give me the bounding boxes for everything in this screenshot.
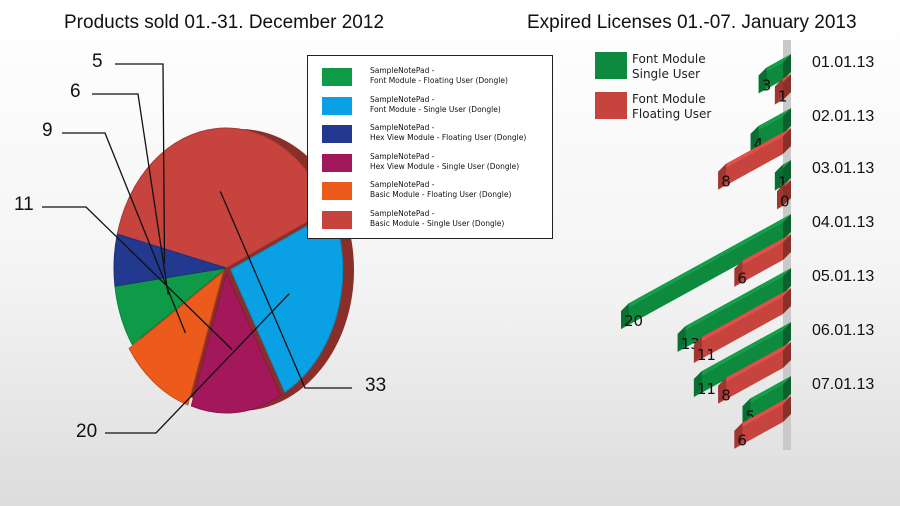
legend-swatch: [322, 96, 352, 115]
legend-item: SampleNotePad - Basic Module - Floating U…: [322, 179, 550, 205]
legend-label: SampleNotePad - Hex View Module - Floatin…: [370, 123, 527, 142]
legend-item: SampleNotePad - Basic Module - Single Use…: [322, 208, 550, 234]
bar-red-4: 11: [693, 288, 791, 364]
bar-value-label: 11: [697, 346, 716, 364]
legend-swatch: [322, 68, 352, 86]
bar-value-label: 3: [762, 76, 772, 94]
legend-label: SampleNotePad - Font Module - Floating Us…: [370, 66, 508, 85]
legend-item: SampleNotePad - Hex View Module - Floatin…: [322, 122, 550, 148]
bar-legend-item: Font Module Floating User: [595, 92, 735, 122]
pie-value-label: 6: [70, 81, 81, 102]
legend-item: SampleNotePad - Font Module - Single User…: [322, 94, 550, 120]
bar-green-1: 4: [750, 108, 791, 153]
bar-red-3: 6: [734, 234, 791, 288]
pie-leader-line-0: [92, 93, 169, 295]
bar-legend-label: Font Module Single User: [632, 52, 706, 81]
legend-swatch: [322, 182, 352, 200]
bar-value-label: 1: [778, 87, 788, 105]
pie-leader-line-5: [219, 191, 352, 389]
legend-item: SampleNotePad - Font Module - Floating Us…: [322, 65, 550, 91]
bar-green-0: 3: [758, 54, 791, 94]
bar-value-label: 0: [780, 192, 790, 210]
pie-leader-line-4: [62, 132, 186, 334]
bar-value-label: 8: [721, 387, 731, 405]
bar-category-label: 07.01.13: [812, 376, 875, 393]
pie-value-label: 11: [14, 194, 34, 215]
legend-label: SampleNotePad - Basic Module - Floating U…: [370, 180, 512, 199]
bar-red-1: 8: [718, 128, 791, 191]
pie-value-label: 33: [365, 375, 387, 396]
bar-green-5: 11: [693, 322, 791, 398]
legend-swatch: [322, 125, 352, 143]
bar-category-label: 01.01.13: [812, 54, 875, 71]
legend-label: SampleNotePad - Font Module - Single User…: [370, 94, 501, 114]
bar-value-label: 20: [624, 312, 643, 330]
legend-swatch: [322, 153, 352, 172]
bar-legend-item: Font Module Single User: [595, 52, 735, 82]
bar-category-label: 06.01.13: [812, 322, 875, 339]
legend-item: SampleNotePad - Hex View Module - Single …: [322, 151, 550, 177]
pie-slice-4: [128, 270, 224, 406]
bar-value-label: 11: [697, 380, 716, 398]
bar-value-label: 6: [737, 432, 747, 450]
bar-legend-label: Font Module Floating User: [632, 92, 712, 121]
legend-swatch: [322, 210, 352, 229]
bar-red-5: 8: [718, 342, 791, 405]
pie-value-label: 20: [76, 421, 98, 442]
bar-chart-title: Expired Licenses 01.-07. January 2013: [527, 12, 857, 33]
bar-green-4: 13: [677, 268, 791, 353]
pie-leader-line-3: [42, 206, 233, 351]
pie-chart-title: Products sold 01.-31. December 2012: [64, 12, 385, 33]
bar-green-6: 5: [742, 376, 791, 425]
bar-green-3: 20: [621, 214, 791, 330]
bar-legend-swatch: [595, 52, 627, 79]
bar-category-label: 02.01.13: [812, 108, 875, 125]
bar-green-2: 1: [774, 160, 791, 191]
bar-value-label: 5: [746, 407, 756, 425]
bar-value-label: 4: [754, 135, 764, 153]
bar-category-label: 03.01.13: [812, 160, 875, 177]
pie-legend: SampleNotePad - Font Module - Floating Us…: [307, 55, 553, 239]
bar-value-label: 8: [721, 173, 731, 191]
bar-value-label: 6: [737, 270, 747, 288]
bar-legend-swatch: [595, 92, 627, 119]
pie-leader-line-1: [105, 293, 290, 434]
pie-value-label: 9: [42, 120, 53, 141]
pie-slice-3: [190, 271, 282, 414]
pie-leader-line-2: [115, 63, 166, 264]
pie-slice-2: [113, 233, 227, 287]
bar-red-0: 1: [774, 74, 791, 105]
bar-red-6: 6: [734, 396, 791, 450]
bar-red-2: 0: [777, 180, 791, 210]
bar-category-label: 05.01.13: [812, 268, 875, 285]
pie-value-label: 5: [92, 51, 103, 72]
legend-label: SampleNotePad - Hex View Module - Single …: [370, 151, 520, 171]
bar-category-label: 04.01.13: [812, 214, 875, 231]
legend-label: SampleNotePad - Basic Module - Single Use…: [370, 208, 505, 228]
bar-value-label: 1: [778, 173, 788, 191]
